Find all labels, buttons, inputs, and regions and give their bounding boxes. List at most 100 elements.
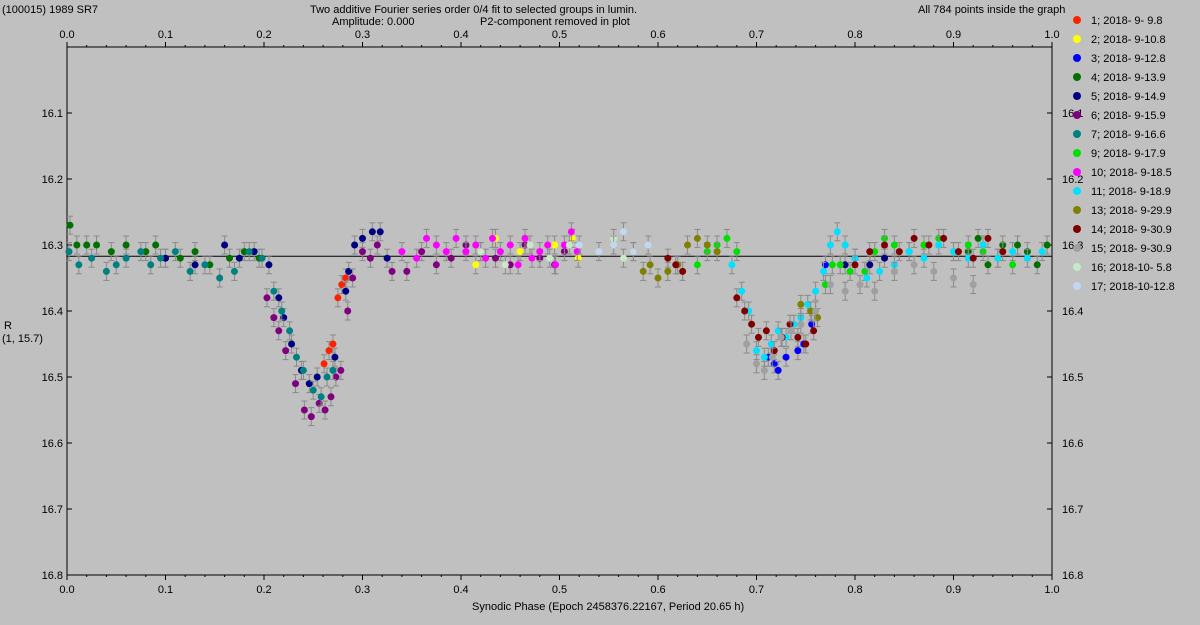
x-tick-label-bottom: 1.0 [1044, 584, 1059, 596]
data-point [157, 254, 165, 262]
legend-label: 6; 2018- 9-15.9 [1091, 110, 1166, 122]
data-point [828, 261, 836, 269]
data-point [325, 347, 333, 355]
data-point [994, 254, 1002, 262]
data-point [762, 327, 770, 335]
data-point [1038, 248, 1046, 256]
data-point [250, 248, 258, 256]
data-point [851, 261, 859, 269]
data-point [782, 353, 790, 361]
data-point [812, 307, 820, 315]
data-point [275, 294, 283, 302]
data-point [226, 254, 234, 262]
data-point [841, 261, 849, 269]
data-point [703, 241, 711, 249]
data-point [787, 327, 795, 335]
data-point [560, 241, 568, 249]
data-point [804, 300, 812, 308]
data-point [679, 267, 687, 275]
data-point [629, 248, 637, 256]
data-point [575, 241, 583, 249]
data-point [693, 261, 701, 269]
legend-marker [1073, 16, 1081, 25]
data-point [383, 254, 391, 262]
data-point [620, 228, 628, 236]
data-point [344, 307, 352, 315]
data-point [1023, 254, 1031, 262]
data-point [88, 254, 96, 262]
legend-item: 7; 2018- 9-16.6 [1070, 126, 1175, 145]
y-tick-label-left: 16.2 [42, 174, 63, 186]
data-point [472, 241, 480, 249]
legend-label: 17; 2018-10-12.8 [1091, 281, 1175, 293]
data-point [122, 254, 130, 262]
data-point [794, 347, 802, 355]
legend-item: 6; 2018- 9-15.9 [1070, 107, 1175, 126]
data-point [300, 406, 308, 414]
data-point [546, 254, 554, 262]
y-tick-label-right: 16.4 [1062, 306, 1083, 318]
x-tick-label-bottom: 0.4 [453, 584, 468, 596]
data-point [925, 241, 933, 249]
data-point [544, 241, 552, 249]
y-tick-label-right: 16.8 [1062, 570, 1083, 582]
legend-item: 3; 2018- 9-12.8 [1070, 50, 1175, 69]
data-point [442, 248, 450, 256]
data-point [482, 254, 490, 262]
data-point [969, 281, 977, 289]
data-point [754, 333, 762, 341]
legend-item: 13; 2018- 9-29.9 [1070, 202, 1175, 221]
x-tick-label-top: 0.2 [256, 29, 271, 41]
data-point [810, 327, 818, 335]
data-point [327, 393, 335, 401]
legend-label: 3; 2018- 9-12.8 [1091, 53, 1166, 65]
data-point [812, 287, 820, 295]
data-point [329, 366, 337, 374]
legend-item: 17; 2018-10-12.8 [1070, 278, 1175, 297]
data-point [644, 241, 652, 249]
data-point [337, 366, 345, 374]
data-point [568, 234, 576, 242]
x-tick-label-bottom: 0.0 [59, 584, 74, 596]
data-point [866, 248, 874, 256]
x-tick-label-top: 0.3 [355, 29, 370, 41]
x-tick-label-top: 1.0 [1044, 29, 1059, 41]
legend-label: 16; 2018-10- 5.8 [1091, 262, 1172, 274]
data-point [760, 353, 768, 361]
data-point [984, 261, 992, 269]
data-point [309, 386, 317, 394]
legend-label: 14; 2018- 9-30.9 [1091, 224, 1172, 236]
data-point [819, 267, 827, 275]
data-point [107, 248, 115, 256]
data-point [774, 366, 782, 374]
data-point [760, 366, 768, 374]
data-point [950, 274, 957, 282]
data-point [263, 294, 271, 302]
data-point [802, 340, 810, 348]
legend-item: 16; 2018-10- 5.8 [1070, 259, 1175, 278]
data-point [866, 261, 874, 269]
data-point [334, 294, 342, 302]
data-point [349, 274, 357, 282]
x-tick-label-top: 0.4 [453, 29, 468, 41]
data-point [753, 347, 760, 355]
data-point [728, 261, 736, 269]
data-point [940, 234, 948, 242]
legend-marker [1073, 35, 1081, 44]
legend-item: 14; 2018- 9-30.9 [1070, 221, 1175, 240]
data-point [826, 241, 834, 249]
data-point [748, 320, 756, 328]
legend-item: 4; 2018- 9-13.9 [1070, 69, 1175, 88]
data-point [373, 241, 381, 249]
legend-label: 9; 2018- 9-17.9 [1091, 148, 1166, 160]
x-tick-label-bottom: 0.2 [256, 584, 271, 596]
y-axis-label: R [4, 320, 12, 332]
data-point [418, 248, 426, 256]
x-tick-label-top: 0.7 [749, 29, 764, 41]
y-axis-label-sub: (1, 15.7) [2, 333, 43, 345]
legend: 1; 2018- 9- 9.8 2; 2018- 9-10.8 3; 2018- 9… [1070, 12, 1175, 297]
legend-label: 1; 2018- 9- 9.8 [1091, 15, 1163, 27]
data-point [950, 248, 957, 256]
data-point [152, 241, 160, 249]
